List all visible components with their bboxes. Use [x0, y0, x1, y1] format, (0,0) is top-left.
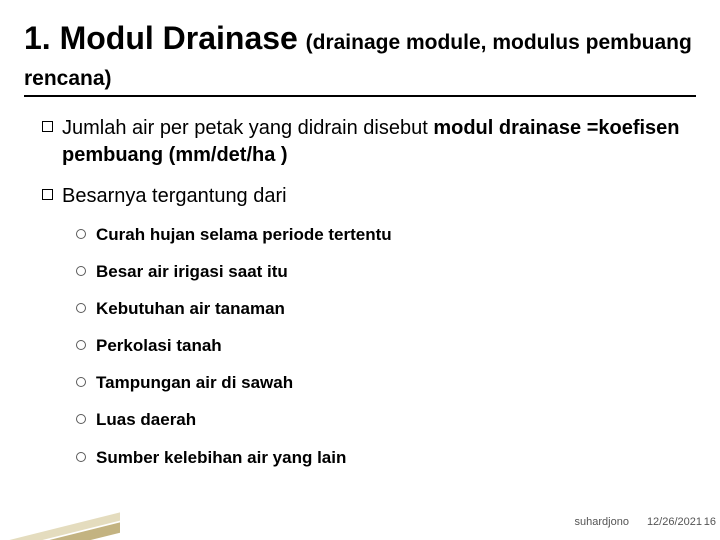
checkbox-icon — [42, 189, 53, 200]
page-number: 16 — [704, 516, 716, 528]
bullet-l1: Besarnya tergantung dari — [42, 183, 696, 210]
ring-icon — [76, 452, 86, 462]
footer-author: suhardjono — [575, 516, 629, 528]
bullet-l2: Curah hujan selama periode tertentu — [76, 224, 696, 246]
footer: suhardjono 12/26/2021 — [575, 516, 703, 528]
bullet-l2: Tampungan air di sawah — [76, 372, 696, 394]
bullet-text: Jumlah air per petak yang didrain disebu… — [62, 117, 433, 139]
ring-icon — [76, 377, 86, 387]
ring-icon — [76, 266, 86, 276]
bullet-l2-text: Luas daerah — [96, 410, 196, 429]
bullet-l2-text: Perkolasi tanah — [96, 336, 222, 355]
accent-bar — [0, 521, 120, 540]
content-area: Jumlah air per petak yang didrain disebu… — [24, 115, 696, 469]
ring-icon — [76, 340, 86, 350]
bullet-l2-text: Tampungan air di sawah — [96, 373, 293, 392]
ring-icon — [76, 414, 86, 424]
bullet-l2: Perkolasi tanah — [76, 335, 696, 357]
bullet-l2-text: Kebutuhan air tanaman — [96, 299, 285, 318]
bullet-l2: Kebutuhan air tanaman — [76, 298, 696, 320]
bullet-l2-text: Sumber kelebihan air yang lain — [96, 448, 346, 467]
accent-bar — [0, 511, 120, 540]
ring-icon — [76, 229, 86, 239]
bullet-l2: Sumber kelebihan air yang lain — [76, 447, 696, 469]
footer-date: 12/26/2021 — [647, 516, 702, 528]
checkbox-icon — [42, 121, 53, 132]
slide-title: 1. Modul Drainase (drainage module, modu… — [24, 18, 696, 97]
bullet-l2: Besar air irigasi saat itu — [76, 261, 696, 283]
title-main: 1. Modul Drainase — [24, 20, 298, 56]
corner-accent — [0, 480, 120, 540]
ring-icon — [76, 303, 86, 313]
slide: 1. Modul Drainase (drainage module, modu… — [0, 0, 720, 540]
sublist: Curah hujan selama periode tertentu Besa… — [42, 224, 696, 469]
bullet-l2-text: Curah hujan selama periode tertentu — [96, 225, 392, 244]
bullet-l2-text: Besar air irigasi saat itu — [96, 262, 288, 281]
bullet-text: Besarnya tergantung dari — [62, 185, 287, 207]
bullet-l2: Luas daerah — [76, 409, 696, 431]
bullet-l1: Jumlah air per petak yang didrain disebu… — [42, 115, 696, 169]
